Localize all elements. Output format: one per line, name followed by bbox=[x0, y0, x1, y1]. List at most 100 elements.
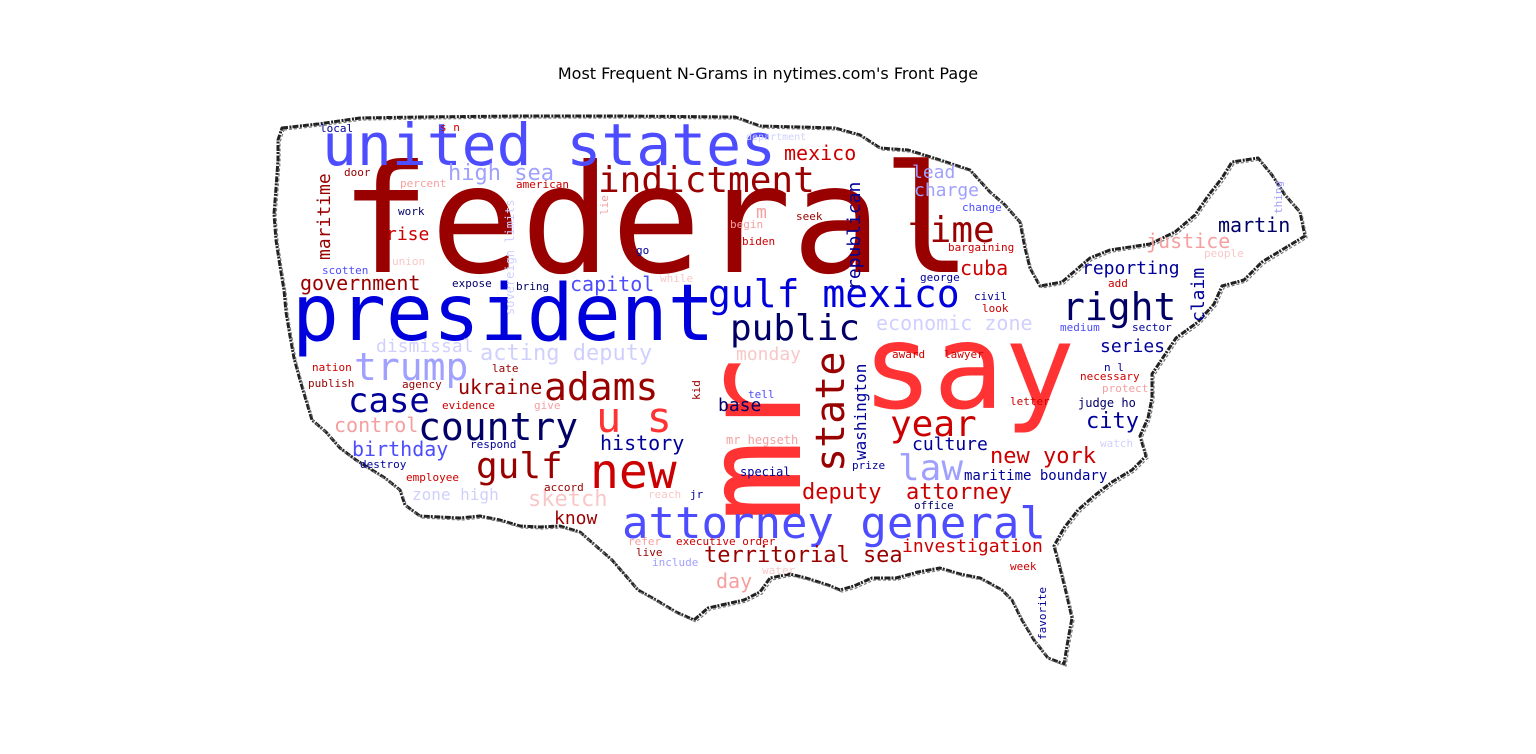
word-city: city bbox=[1086, 409, 1139, 434]
word-change: change bbox=[962, 201, 1002, 214]
word-prize: prize bbox=[852, 459, 885, 472]
word-evidence: evidence bbox=[442, 399, 495, 412]
word-mr-hegseth: mr hegseth bbox=[726, 433, 798, 447]
word-right: right bbox=[1062, 285, 1176, 329]
word-sketch: sketch bbox=[528, 487, 607, 512]
word-birthday: birthday bbox=[352, 437, 448, 461]
word-public: public bbox=[730, 308, 860, 349]
word-award: award bbox=[892, 348, 925, 361]
word-investigation: investigation bbox=[902, 536, 1043, 557]
word-territorial-sea: territorial sea bbox=[704, 543, 903, 568]
word-publish: publish bbox=[308, 377, 354, 390]
word-water: water bbox=[762, 564, 795, 577]
word-favorite: favorite bbox=[1036, 587, 1049, 640]
word-claim: claim bbox=[1188, 268, 1209, 322]
word-attorney-general: attorney general bbox=[622, 498, 1046, 549]
word-united-states: united states bbox=[322, 111, 776, 179]
word-sovereign-limits: sovereign limits bbox=[503, 199, 517, 315]
word-justice: justice bbox=[1146, 229, 1230, 253]
word-high-sea: high sea bbox=[448, 161, 554, 186]
word-acting-deputy: acting deputy bbox=[480, 341, 652, 366]
word-year: year bbox=[890, 404, 977, 445]
word-week: week bbox=[1010, 560, 1037, 573]
word-deputy: deputy bbox=[802, 480, 881, 505]
word-martin: martin bbox=[1218, 213, 1290, 237]
word-american: american bbox=[516, 178, 569, 191]
word-agency: agency bbox=[402, 378, 442, 391]
word-nation: nation bbox=[312, 361, 352, 374]
word-judge-ho: judge ho bbox=[1078, 396, 1136, 410]
word-people: people bbox=[1204, 247, 1244, 260]
word-include: include bbox=[652, 556, 698, 569]
word-medium: medium bbox=[1060, 321, 1100, 334]
word-respond: respond bbox=[470, 438, 516, 451]
word-look: look bbox=[982, 302, 1009, 315]
word-mexico: mexico bbox=[784, 141, 856, 165]
word-seek: seek bbox=[796, 210, 823, 223]
word-n-l: n l bbox=[1104, 361, 1124, 374]
word-zone-high: zone high bbox=[412, 485, 499, 504]
word-law: law bbox=[898, 448, 963, 489]
word-federal: federal bbox=[340, 134, 972, 308]
word-necessary: necessary bbox=[1080, 370, 1140, 383]
word-begin: begin bbox=[730, 218, 763, 231]
word-bargaining: bargaining bbox=[948, 241, 1014, 254]
word-accord: accord bbox=[544, 481, 584, 494]
word-trump: trump bbox=[354, 345, 468, 389]
word-lawyer: lawyer bbox=[944, 348, 984, 361]
word-day: day bbox=[716, 569, 752, 593]
word-union: union bbox=[392, 255, 425, 268]
word-expose: expose bbox=[452, 277, 492, 290]
word-rise: rise bbox=[386, 224, 429, 245]
word-adams: adams bbox=[544, 365, 658, 409]
word-say: say bbox=[862, 298, 1075, 436]
word-indictment: indictment bbox=[598, 160, 815, 201]
word-m: m bbox=[756, 202, 767, 223]
word-dismissal: dismissal bbox=[376, 336, 474, 357]
word-cuba: cuba bbox=[960, 256, 1008, 280]
word-percent: percent bbox=[400, 177, 446, 190]
word-economic-zone: economic zone bbox=[876, 311, 1033, 335]
word-biden: biden bbox=[742, 235, 775, 248]
word-lead: lead bbox=[912, 162, 955, 183]
word-late: late bbox=[492, 362, 519, 375]
word-thing: thing bbox=[1272, 181, 1285, 214]
word-control: control bbox=[334, 413, 418, 437]
word-bring: bring bbox=[516, 280, 549, 293]
word-capitol: capitol bbox=[570, 272, 654, 296]
usa-outline-shadow bbox=[275, 117, 1308, 667]
word-department: department bbox=[746, 132, 806, 143]
word-add: add bbox=[1108, 277, 1128, 290]
word-door: door bbox=[344, 166, 371, 179]
word-reporting: reporting bbox=[1082, 258, 1180, 279]
word-destroy: destroy bbox=[360, 458, 407, 471]
word-monday: monday bbox=[736, 344, 801, 365]
word-s-n: s n bbox=[440, 121, 460, 134]
word-maritime-boundary: maritime boundary bbox=[964, 468, 1107, 484]
usa-outline bbox=[272, 114, 1307, 666]
word-lie: lie bbox=[598, 195, 611, 215]
word-special: special bbox=[740, 465, 791, 479]
word-republican: republican bbox=[844, 182, 865, 290]
word-employee: employee bbox=[406, 471, 459, 484]
word-george: george bbox=[920, 271, 960, 284]
word-watch: watch bbox=[1100, 437, 1133, 450]
word-charge: charge bbox=[914, 180, 979, 201]
word-state: state bbox=[808, 352, 854, 472]
word-local: local bbox=[320, 122, 353, 135]
word-new: new bbox=[590, 444, 677, 500]
word-refer: refer bbox=[628, 535, 661, 548]
word-new-york: new york bbox=[990, 444, 1096, 469]
word-while: while bbox=[660, 272, 693, 285]
word-executive-order: executive order bbox=[676, 535, 776, 548]
word-culture: culture bbox=[912, 434, 988, 455]
word-history: history bbox=[600, 431, 684, 455]
chart-title: Most Frequent N-Grams in nytimes.com's F… bbox=[557, 64, 979, 83]
word-gulf-mexico: gulf mexico bbox=[708, 272, 960, 316]
word-office: office bbox=[914, 499, 954, 512]
word-kid: kid bbox=[690, 380, 703, 400]
word-series: series bbox=[1100, 336, 1165, 357]
word-maritime: maritime bbox=[314, 173, 335, 260]
